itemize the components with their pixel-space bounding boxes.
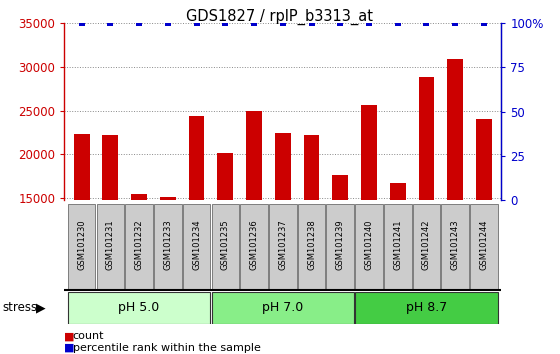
- Text: pH 7.0: pH 7.0: [262, 302, 304, 314]
- Text: pH 8.7: pH 8.7: [406, 302, 447, 314]
- Text: stress: stress: [3, 302, 38, 314]
- Text: GSM101237: GSM101237: [278, 220, 287, 270]
- Bar: [212, 204, 239, 290]
- Bar: [212, 292, 354, 324]
- Bar: [102, 135, 118, 330]
- Bar: [326, 204, 354, 290]
- Text: GSM101242: GSM101242: [422, 220, 431, 270]
- Bar: [246, 111, 262, 330]
- Bar: [68, 204, 95, 290]
- Text: ▶: ▶: [35, 302, 45, 314]
- Text: GSM101235: GSM101235: [221, 220, 230, 270]
- Bar: [355, 292, 498, 324]
- Text: GSM101234: GSM101234: [192, 220, 201, 270]
- Bar: [355, 204, 383, 290]
- Bar: [275, 133, 291, 330]
- Bar: [361, 104, 377, 330]
- Text: ■: ■: [64, 331, 75, 341]
- Text: pH 5.0: pH 5.0: [119, 302, 160, 314]
- Bar: [189, 116, 204, 330]
- Bar: [333, 176, 348, 330]
- Bar: [160, 196, 176, 330]
- Bar: [154, 204, 181, 290]
- Bar: [470, 204, 498, 290]
- Text: GSM101233: GSM101233: [164, 220, 172, 270]
- Text: GSM101231: GSM101231: [106, 220, 115, 270]
- Text: GSM101232: GSM101232: [134, 220, 143, 270]
- Bar: [390, 183, 405, 330]
- Bar: [68, 292, 211, 324]
- Bar: [413, 204, 440, 290]
- Bar: [298, 204, 325, 290]
- Bar: [96, 204, 124, 290]
- Text: GDS1827 / rplP_b3313_at: GDS1827 / rplP_b3313_at: [186, 9, 374, 25]
- Bar: [125, 204, 153, 290]
- Bar: [269, 204, 297, 290]
- Text: GSM101240: GSM101240: [365, 220, 374, 270]
- Bar: [441, 204, 469, 290]
- Bar: [74, 134, 90, 330]
- Text: count: count: [73, 331, 104, 341]
- Text: percentile rank within the sample: percentile rank within the sample: [73, 343, 260, 353]
- Text: GSM101244: GSM101244: [479, 220, 488, 270]
- Text: GSM101238: GSM101238: [307, 220, 316, 270]
- Bar: [384, 204, 412, 290]
- Bar: [418, 77, 435, 330]
- Text: GSM101230: GSM101230: [77, 220, 86, 270]
- Bar: [476, 119, 492, 330]
- Text: ■: ■: [64, 343, 75, 353]
- Text: GSM101243: GSM101243: [451, 220, 460, 270]
- Bar: [240, 204, 268, 290]
- Bar: [447, 59, 463, 330]
- Bar: [217, 153, 233, 330]
- Bar: [304, 135, 319, 330]
- Text: GSM101241: GSM101241: [393, 220, 402, 270]
- Text: GSM101239: GSM101239: [336, 220, 345, 270]
- Text: GSM101236: GSM101236: [250, 220, 259, 270]
- Bar: [131, 194, 147, 330]
- Bar: [183, 204, 211, 290]
